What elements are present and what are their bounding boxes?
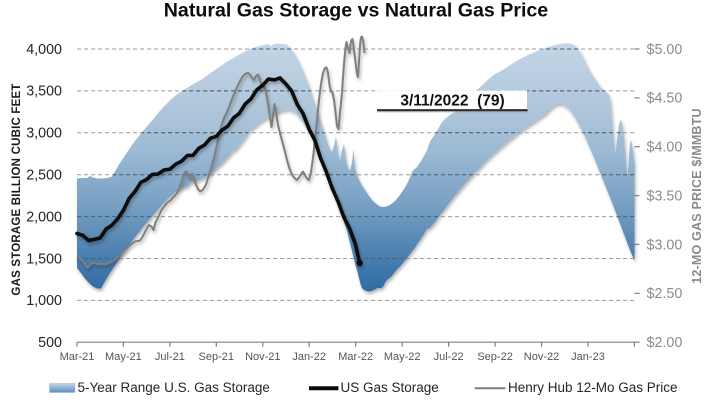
svg-text:Mar-21: Mar-21 (60, 351, 95, 363)
svg-text:Jul-21: Jul-21 (155, 351, 185, 363)
svg-text:4,000: 4,000 (26, 42, 62, 58)
svg-text:Nov-22: Nov-22 (524, 351, 559, 363)
svg-text:Henry Hub 12-Mo Gas Price: Henry Hub 12-Mo Gas Price (508, 380, 678, 395)
svg-text:1,500: 1,500 (26, 251, 62, 267)
svg-text:2,000: 2,000 (26, 209, 62, 225)
svg-text:3,500: 3,500 (26, 84, 62, 100)
svg-text:GAS STORAGE BILLION CUBIC FEET: GAS STORAGE BILLION CUBIC FEET (11, 83, 23, 295)
svg-text:May-21: May-21 (105, 351, 142, 363)
svg-text:May-22: May-22 (384, 351, 421, 363)
svg-text:Nov-21: Nov-21 (245, 351, 280, 363)
svg-text:$4.50: $4.50 (647, 91, 683, 107)
svg-text:Jul-22: Jul-22 (434, 351, 464, 363)
svg-text:$3.50: $3.50 (647, 188, 683, 204)
svg-text:Natural Gas Storage vs Natural: Natural Gas Storage vs Natural Gas Price (164, 0, 549, 22)
svg-text:$4.00: $4.00 (647, 140, 683, 156)
svg-text:2,500: 2,500 (26, 168, 62, 184)
svg-text:12-MO GAS PRICE $/MMBTU: 12-MO GAS PRICE $/MMBTU (690, 108, 704, 283)
svg-text:Jan-23: Jan-23 (571, 351, 605, 363)
svg-text:Sep-22: Sep-22 (477, 351, 512, 363)
svg-text:US Gas Storage: US Gas Storage (341, 380, 439, 395)
svg-text:Mar-22: Mar-22 (338, 351, 373, 363)
svg-text:Jan-22: Jan-22 (292, 351, 326, 363)
svg-text:5-Year Range U.S. Gas Storage: 5-Year Range U.S. Gas Storage (78, 380, 270, 395)
svg-text:$2.50: $2.50 (647, 286, 683, 302)
svg-text:3,000: 3,000 (26, 126, 62, 142)
svg-text:$3.00: $3.00 (647, 237, 683, 253)
svg-text:1,000: 1,000 (26, 293, 62, 309)
svg-text:3/11/2022 (79): 3/11/2022 (79) (400, 93, 504, 110)
svg-text:$2.00: $2.00 (647, 335, 683, 351)
svg-text:Sep-21: Sep-21 (199, 351, 234, 363)
svg-text:500: 500 (38, 335, 62, 351)
svg-text:$5.00: $5.00 (647, 42, 683, 58)
